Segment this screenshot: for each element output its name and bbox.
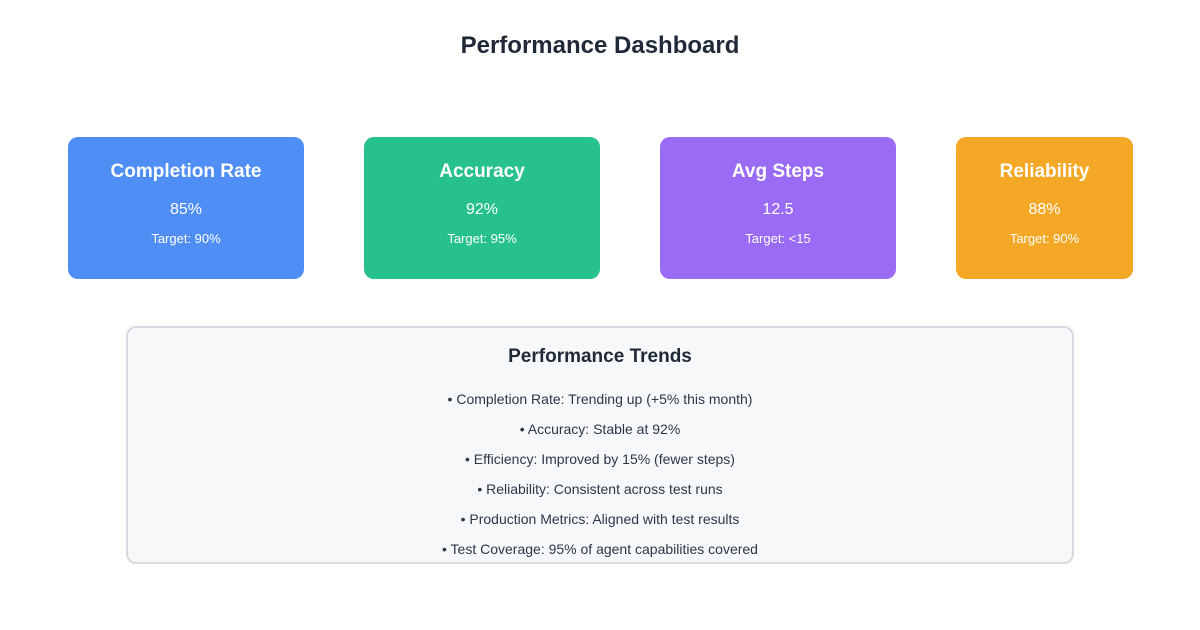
trend-item: • Efficiency: Improved by 15% (fewer ste…: [465, 451, 735, 467]
trend-item: • Accuracy: Stable at 92%: [519, 421, 681, 437]
metric-card-avg-steps: Avg Steps 12.5 Target: <15: [660, 137, 896, 279]
metric-card-target: Target: 90%: [1009, 231, 1080, 246]
trend-item: • Reliability: Consistent across test ru…: [477, 481, 723, 497]
trends-title: Performance Trends: [508, 346, 692, 367]
metric-card-target: Target: 95%: [447, 231, 517, 246]
trend-item: • Test Coverage: 95% of agent capabiliti…: [442, 541, 758, 557]
trend-item: • Production Metrics: Aligned with test …: [460, 511, 740, 527]
metric-card-title: Accuracy: [439, 161, 525, 182]
metric-card-title: Completion Rate: [110, 161, 262, 182]
metric-card-value: 12.5: [762, 201, 794, 218]
metric-card-title: Reliability: [999, 161, 1090, 182]
metric-card-target: Target: 90%: [151, 231, 221, 246]
metric-card-value: 85%: [169, 201, 203, 218]
metric-card-value: 88%: [1028, 201, 1061, 218]
metric-card-value: 92%: [465, 201, 499, 218]
metric-card-completion-rate: Completion Rate 85% Target: 90%: [68, 137, 304, 279]
trends-list: • Completion Rate: Trending up (+5% this…: [128, 389, 1072, 569]
metric-card-reliability: Reliability 88% Target: 90%: [956, 137, 1133, 279]
metric-card-target: Target: <15: [745, 231, 811, 246]
trend-item: • Completion Rate: Trending up (+5% this…: [447, 391, 753, 407]
metric-card-accuracy: Accuracy 92% Target: 95%: [364, 137, 600, 279]
page-title: Performance Dashboard: [460, 32, 740, 59]
performance-trends-panel: Performance Trends • Completion Rate: Tr…: [126, 326, 1074, 564]
metric-card-title: Avg Steps: [731, 161, 825, 182]
